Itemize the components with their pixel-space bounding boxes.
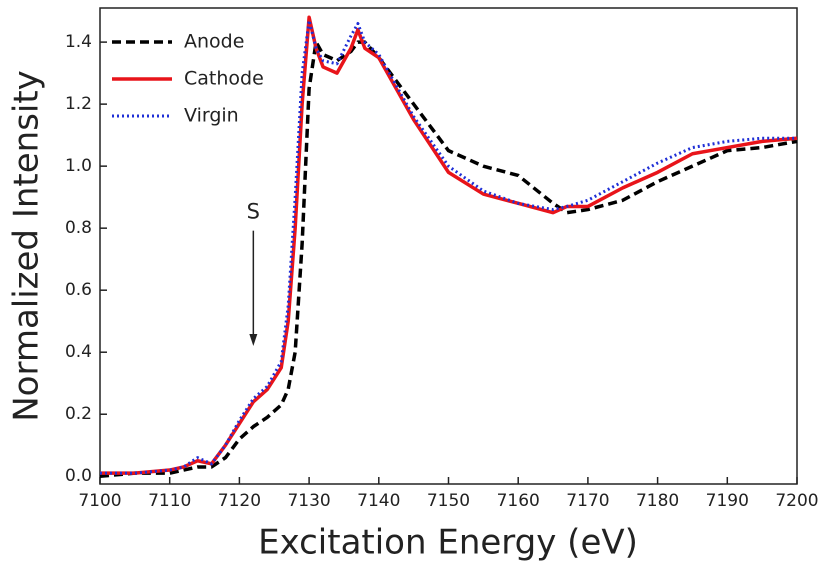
- x-tick-label: 7110: [148, 491, 191, 511]
- x-tick-label: 7170: [566, 491, 609, 511]
- annotation: S: [247, 200, 260, 224]
- x-axis-label: Excitation Energy (eV): [258, 523, 638, 563]
- y-tick-label: 0.4: [65, 342, 92, 362]
- x-tick-label: 7130: [287, 491, 330, 511]
- legend-label: Virgin: [184, 105, 239, 127]
- legend-label: Cathode: [184, 68, 264, 90]
- x-tick-label: 7190: [706, 491, 749, 511]
- x-tick-label: 7150: [427, 491, 470, 511]
- y-tick-label: 0.2: [65, 404, 92, 424]
- x-tick-label: 7200: [775, 491, 818, 511]
- arrow-head: [249, 334, 258, 347]
- x-tick-label: 7180: [636, 491, 679, 511]
- y-tick-label: 1.2: [65, 94, 92, 114]
- data-line: [100, 18, 797, 475]
- legend-label: Anode: [184, 31, 244, 53]
- y-tick-label: 0.6: [65, 280, 92, 300]
- y-tick-label: 1.0: [65, 156, 92, 176]
- data-line: [99, 40, 798, 478]
- y-tick-label: 1.4: [65, 32, 92, 52]
- x-tick-label: 7140: [357, 491, 400, 511]
- x-tick-label: 7120: [218, 491, 261, 511]
- x-tick-label: 7100: [78, 491, 121, 511]
- y-tick-label: 0.8: [65, 218, 92, 238]
- y-tick-label: 0.0: [65, 466, 92, 486]
- x-tick-label: 7160: [497, 491, 540, 511]
- y-axis-label: Normalized Intensity: [7, 70, 47, 422]
